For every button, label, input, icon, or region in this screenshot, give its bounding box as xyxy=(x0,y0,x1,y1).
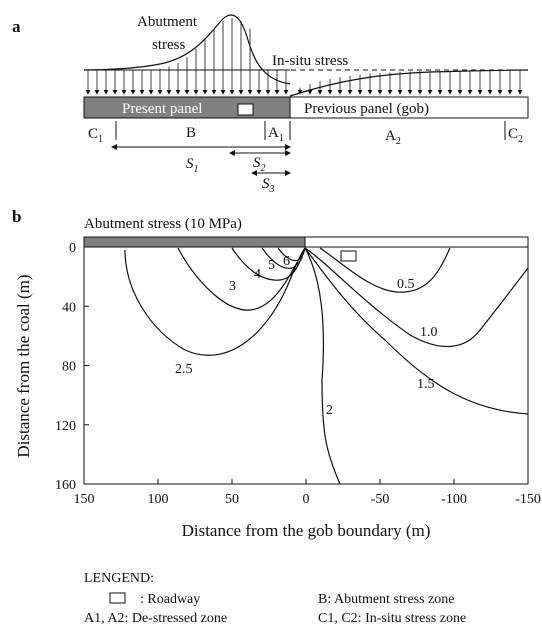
abutment-stress-label-1: Abutment xyxy=(137,14,198,30)
contour-6 xyxy=(277,247,306,262)
panel-a: a Abutment stress In-situ stress Present… xyxy=(12,14,529,195)
y-axis-title: Distance from the coal (m) xyxy=(14,274,33,457)
x-axis-title: Distance from the gob boundary (m) xyxy=(182,521,431,540)
contour-label-1.0: 1.0 xyxy=(420,325,438,340)
abutment-stress-label-2: stress xyxy=(152,37,185,53)
y-ticks: 0 40 80 120 160 xyxy=(55,241,89,493)
contour-1.5 xyxy=(304,247,529,415)
contour-label-2.5: 2.5 xyxy=(175,362,193,377)
zone-b: B xyxy=(186,125,196,141)
legend-destressed-zone: A1, A2: De-stressed zone xyxy=(84,611,227,626)
y-tick-label: 120 xyxy=(55,419,76,434)
y-tick-label: 40 xyxy=(62,300,76,315)
x-tick-label: 150 xyxy=(74,492,95,507)
present-panel-label: Present panel xyxy=(122,101,202,117)
x-ticks: 150 100 50 0 -50 -100 -150 xyxy=(74,479,541,507)
contour-label-5: 5 xyxy=(268,258,275,273)
x-tick-label: -150 xyxy=(515,492,541,507)
legend: LENGEND: : Roadway B: Abutment stress zo… xyxy=(84,571,466,626)
legend-insitu-zone: C1, C2: In-situ stress zone xyxy=(318,611,466,626)
roadway-marker-a xyxy=(237,103,254,116)
panel-b-header: Abutment stress (10 MPa) xyxy=(84,216,242,232)
zone-a1: A1 xyxy=(268,125,284,144)
contour-2.5 xyxy=(124,247,306,356)
zone-a2: A2 xyxy=(385,128,401,147)
panel-b: b Abutment stress (10 MPa) 150 100 50 0 -50-… xyxy=(12,207,541,540)
zone-c2: C2 xyxy=(508,126,523,145)
gob-stress-curve xyxy=(289,69,529,97)
contour-0.5 xyxy=(319,247,451,293)
x-tick-label: 0 xyxy=(303,492,310,507)
seam-strip-gob xyxy=(304,236,529,248)
panel-b-label: b xyxy=(12,207,21,226)
contour-label-1.5: 1.5 xyxy=(417,377,435,392)
contour-label-2: 2 xyxy=(326,403,333,418)
previous-panel-bar xyxy=(289,96,529,119)
in-situ-stress-label: In-situ stress xyxy=(272,53,348,69)
legend-title: LENGEND: xyxy=(84,571,154,586)
y-tick-label: 0 xyxy=(69,241,76,256)
x-tick-label: -50 xyxy=(371,492,390,507)
previous-panel-label: Previous panel (gob) xyxy=(304,101,429,117)
roadway-marker-b xyxy=(340,250,357,262)
contour-2 xyxy=(304,247,341,485)
x-tick-label: -100 xyxy=(441,492,467,507)
legend-roadway-icon xyxy=(109,592,126,604)
plot-frame xyxy=(83,246,529,485)
legend-abutment-zone: B: Abutment stress zone xyxy=(318,592,455,607)
y-tick-label: 160 xyxy=(55,478,76,493)
contour-label-3: 3 xyxy=(229,279,236,294)
abutment-stress-curve xyxy=(83,14,291,85)
contour-1.0 xyxy=(304,247,529,347)
y-tick-label: 80 xyxy=(62,360,76,375)
stress-arrows xyxy=(85,18,523,95)
s1-label: S1 xyxy=(186,156,199,175)
panel-a-label: a xyxy=(12,17,21,36)
seam-strip-coal xyxy=(83,236,306,248)
contour-3 xyxy=(177,247,306,311)
contour-label-6: 6 xyxy=(283,254,290,269)
contour-label-0.5: 0.5 xyxy=(397,277,415,292)
x-tick-label: 50 xyxy=(225,492,239,507)
legend-roadway: : Roadway xyxy=(140,592,200,607)
s2-label: S2 xyxy=(253,155,266,174)
zone-c1: C1 xyxy=(88,126,103,145)
s3-label: S3 xyxy=(262,176,275,195)
contours xyxy=(124,247,529,485)
contour-label-4: 4 xyxy=(254,267,261,282)
x-tick-label: 100 xyxy=(148,492,169,507)
